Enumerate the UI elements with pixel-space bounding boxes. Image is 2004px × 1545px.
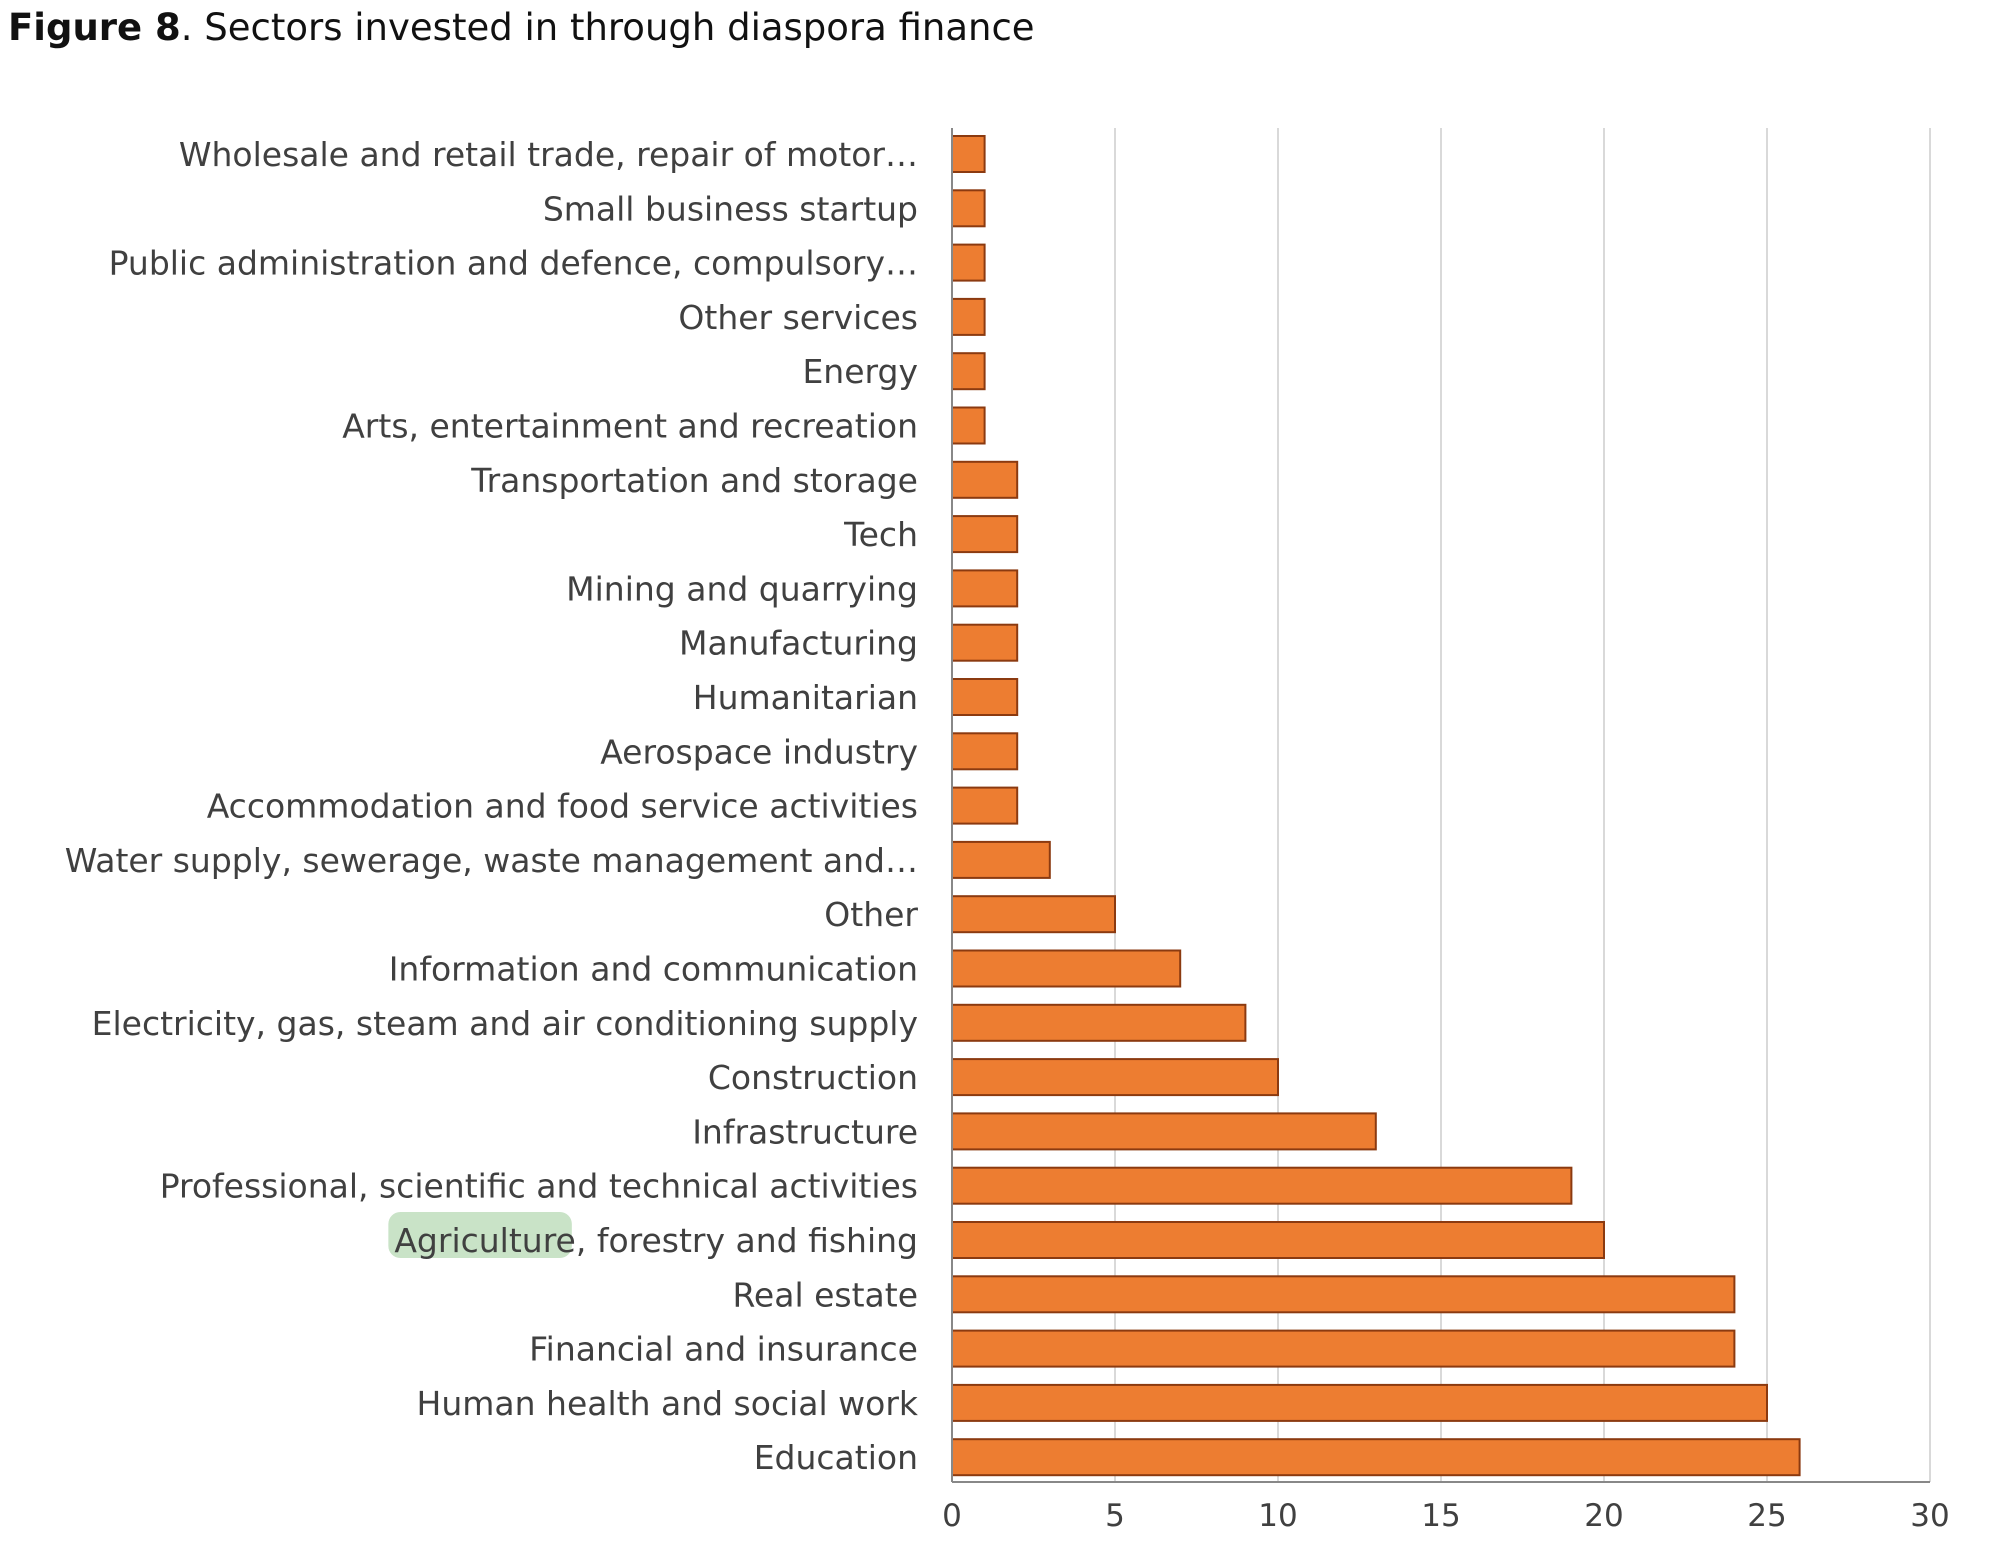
text-highlight <box>388 1212 572 1258</box>
x-tick-25: 25 <box>1747 1498 1786 1534</box>
bar-8 <box>951 569 1019 608</box>
figure-label: Figure 8 <box>8 6 181 49</box>
bar-5 <box>951 406 986 445</box>
bar-24 <box>951 1438 1801 1477</box>
x-tick-10: 10 <box>1258 1498 1297 1534</box>
category-label-5: Arts, entertainment and recreation <box>342 407 918 446</box>
bar-19 <box>951 1166 1573 1205</box>
bar-2 <box>951 243 986 282</box>
bar-22 <box>951 1329 1736 1368</box>
bar-23 <box>951 1383 1768 1422</box>
category-label-4: Energy <box>802 352 918 391</box>
category-label-16: Electricity, gas, steam and air conditio… <box>92 1004 918 1043</box>
x-tick-5: 5 <box>1105 1498 1125 1534</box>
x-tick-0: 0 <box>942 1498 962 1534</box>
bar-0 <box>951 135 986 173</box>
bar-21 <box>951 1275 1736 1314</box>
bar-7 <box>951 515 1019 554</box>
category-label-9: Manufacturing <box>679 624 918 663</box>
category-label-19: Professional, scientific and technical a… <box>160 1167 918 1206</box>
category-label-24: Education <box>754 1438 918 1477</box>
category-label-7: Tech <box>843 515 918 554</box>
bar-14 <box>951 895 1116 934</box>
category-label-6: Transportation and storage <box>470 461 918 500</box>
category-label-13: Water supply, sewerage, waste management… <box>65 841 918 880</box>
x-tick-30: 30 <box>1910 1498 1949 1534</box>
bar-13 <box>951 840 1051 879</box>
category-label-2: Public administration and defence, compu… <box>109 244 918 283</box>
category-label-22: Financial and insurance <box>529 1330 918 1369</box>
x-tick-labels: 0 5 10 15 20 25 30 <box>942 1498 1950 1534</box>
bar-20 <box>951 1221 1605 1259</box>
category-label-12: Accommodation and food service activitie… <box>207 787 918 826</box>
bar-6 <box>951 460 1019 499</box>
category-label-21: Real estate <box>732 1275 918 1314</box>
category-label-17: Construction <box>708 1058 918 1097</box>
x-tick-15: 15 <box>1421 1498 1460 1534</box>
bar-1 <box>951 189 986 228</box>
category-label-15: Information and communication <box>389 950 918 989</box>
category-label-8: Mining and quarrying <box>566 569 918 608</box>
bar-15 <box>951 949 1182 988</box>
bar-18 <box>951 1112 1377 1151</box>
bar-17 <box>951 1058 1279 1097</box>
figure-title: Figure 8. Sectors invested in through di… <box>8 6 1035 49</box>
bar-11 <box>951 732 1019 771</box>
category-label-0: Wholesale and retail trade, repair of mo… <box>179 135 918 174</box>
category-label-3: Other services <box>678 298 918 337</box>
bar-4 <box>951 352 986 391</box>
category-label-20: Agriculture, forestry and fishing <box>394 1221 918 1260</box>
x-tick-20: 20 <box>1584 1498 1623 1534</box>
category-label-11: Aerospace industry <box>600 732 918 771</box>
text-highlight-layer <box>388 1212 572 1258</box>
bar-12 <box>951 786 1019 825</box>
category-label-18: Infrastructure <box>692 1112 918 1151</box>
bar-10 <box>951 678 1019 716</box>
bar-16 <box>951 1003 1247 1042</box>
category-labels: Wholesale and retail trade, repair of mo… <box>65 135 919 1477</box>
bars <box>951 135 1801 1477</box>
bar-3 <box>951 297 986 336</box>
category-label-23: Human health and social work <box>417 1384 919 1423</box>
category-label-1: Small business startup <box>543 189 918 228</box>
category-label-14: Other <box>824 895 918 934</box>
figure-caption: . Sectors invested in through diaspora f… <box>180 6 1035 49</box>
category-label-10: Humanitarian <box>693 678 918 717</box>
bar-9 <box>951 623 1019 662</box>
